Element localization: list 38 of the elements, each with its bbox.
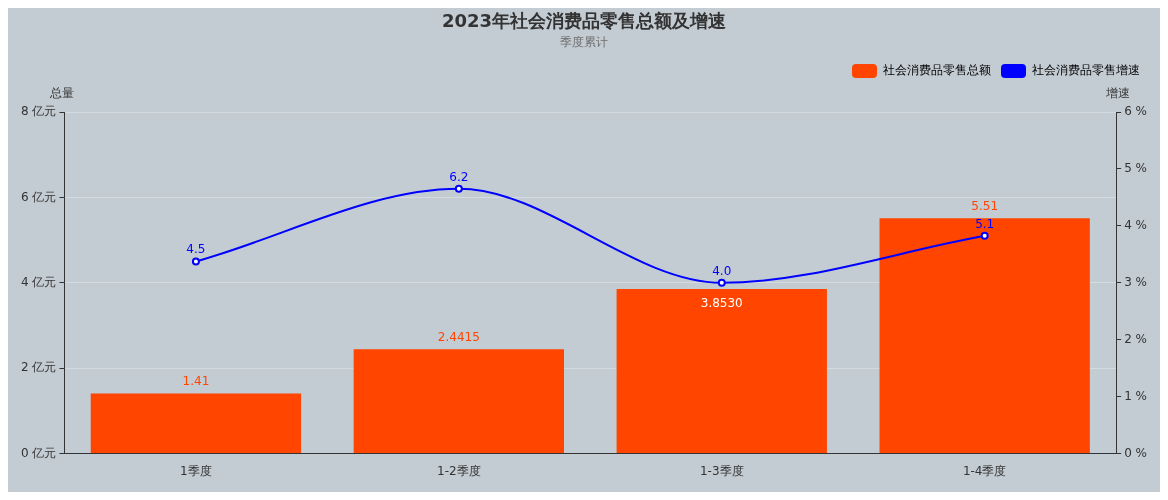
y2-tick-label: 6 %: [1124, 104, 1148, 119]
y-axis-title: 总量: [49, 86, 75, 101]
x-tick-label: 1-2季度: [437, 463, 481, 478]
point: [717, 278, 726, 287]
chart-title: 2023年社会消费品零售总额及增速: [441, 10, 727, 32]
y-tick-label: 6 亿元: [21, 189, 57, 204]
bar: [616, 289, 827, 454]
data-label: 5.1: [975, 216, 995, 231]
y2-tick-label: 2 %: [1124, 331, 1148, 346]
y2-tick-label: 5 %: [1124, 161, 1148, 176]
point: [191, 257, 200, 266]
y-tick-label: 4 亿元: [21, 274, 57, 289]
y2-axis-title: 增速: [1105, 86, 1131, 101]
data-label: 3.8530: [700, 296, 743, 311]
data-label: 4.0: [712, 263, 732, 278]
x-tick-label: 1-3季度: [699, 463, 744, 478]
data-label: 1.41: [182, 374, 210, 389]
y2-tick-label: 3 %: [1124, 274, 1148, 289]
legend-label: 社会消费品零售增速: [1032, 63, 1140, 78]
y-tick-label: 8 亿元: [21, 104, 57, 119]
data-label: 2.4415: [437, 330, 480, 345]
y-tick-label: 0 亿元: [21, 445, 57, 460]
bar: [879, 218, 1090, 454]
data-label: 4.5: [186, 242, 206, 257]
chart-subtitle: 季度累计: [560, 34, 608, 49]
legend-label: 社会消费品零售总额: [883, 63, 991, 78]
y-tick-label: 2 亿元: [21, 360, 57, 375]
y2-tick-label: 4 %: [1124, 217, 1148, 232]
data-label: 5.51: [971, 199, 999, 214]
bar: [353, 349, 565, 454]
bar: [90, 393, 302, 454]
point: [980, 231, 989, 240]
y2-tick-label: 0 %: [1124, 445, 1148, 460]
point: [454, 184, 463, 193]
data-label: 6.2: [449, 169, 469, 184]
x-tick-label: 1季度: [180, 463, 212, 478]
y2-tick-label: 1 %: [1124, 388, 1148, 403]
x-tick-label: 1-4季度: [962, 463, 1007, 478]
